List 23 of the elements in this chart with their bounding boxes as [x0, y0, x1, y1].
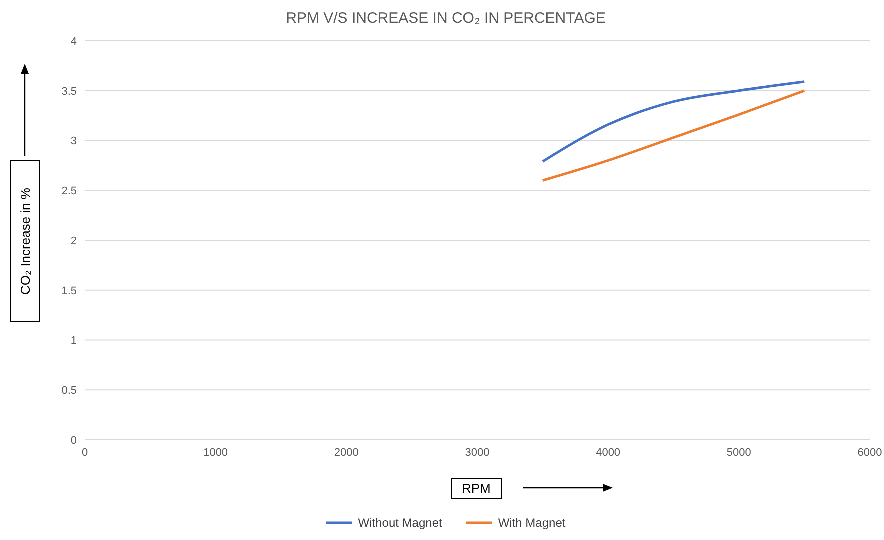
y-axis-title: CO₂ Increase in % [18, 188, 33, 294]
x-tick-label: 0 [82, 446, 88, 459]
y-tick-label: 1 [70, 335, 77, 348]
y-tick-label: 0.5 [62, 385, 77, 398]
y-tick-label: 1.5 [62, 285, 77, 298]
x-tick-label: 3000 [465, 446, 490, 459]
legend-label: Without Magnet [358, 516, 442, 530]
y-tick-label: 3.5 [62, 86, 77, 98]
line-series [542, 80, 806, 163]
line-series [542, 90, 806, 182]
y-tick-label: 0 [70, 434, 77, 447]
y-tick-label: 2.5 [62, 186, 77, 198]
y-tick-label: 4 [70, 36, 77, 48]
x-tick-label: 4000 [596, 446, 621, 459]
chart-title: RPM V/S INCREASE IN CO₂ IN PERCENTAGE [285, 10, 607, 27]
legend-label: With Magnet [498, 516, 566, 530]
y-tick-label: 2 [70, 235, 77, 248]
x-tick-label: 1000 [204, 446, 228, 459]
x-tick-label: 6000 [858, 446, 882, 459]
x-tick-label: 2000 [334, 446, 359, 459]
x-tick-label: 5000 [726, 446, 752, 459]
x-axis-title: RPM [451, 478, 502, 499]
y-tick-label: 3 [70, 136, 77, 148]
